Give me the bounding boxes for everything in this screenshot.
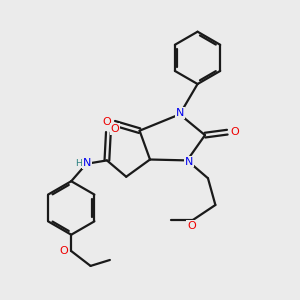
Text: O: O <box>111 124 119 134</box>
Text: O: O <box>59 246 68 256</box>
Text: N: N <box>82 158 91 168</box>
Text: N: N <box>176 108 184 118</box>
Text: N: N <box>184 157 193 166</box>
Text: H: H <box>75 159 82 168</box>
Text: O: O <box>230 127 239 137</box>
Text: O: O <box>103 117 111 127</box>
Text: O: O <box>187 221 196 231</box>
